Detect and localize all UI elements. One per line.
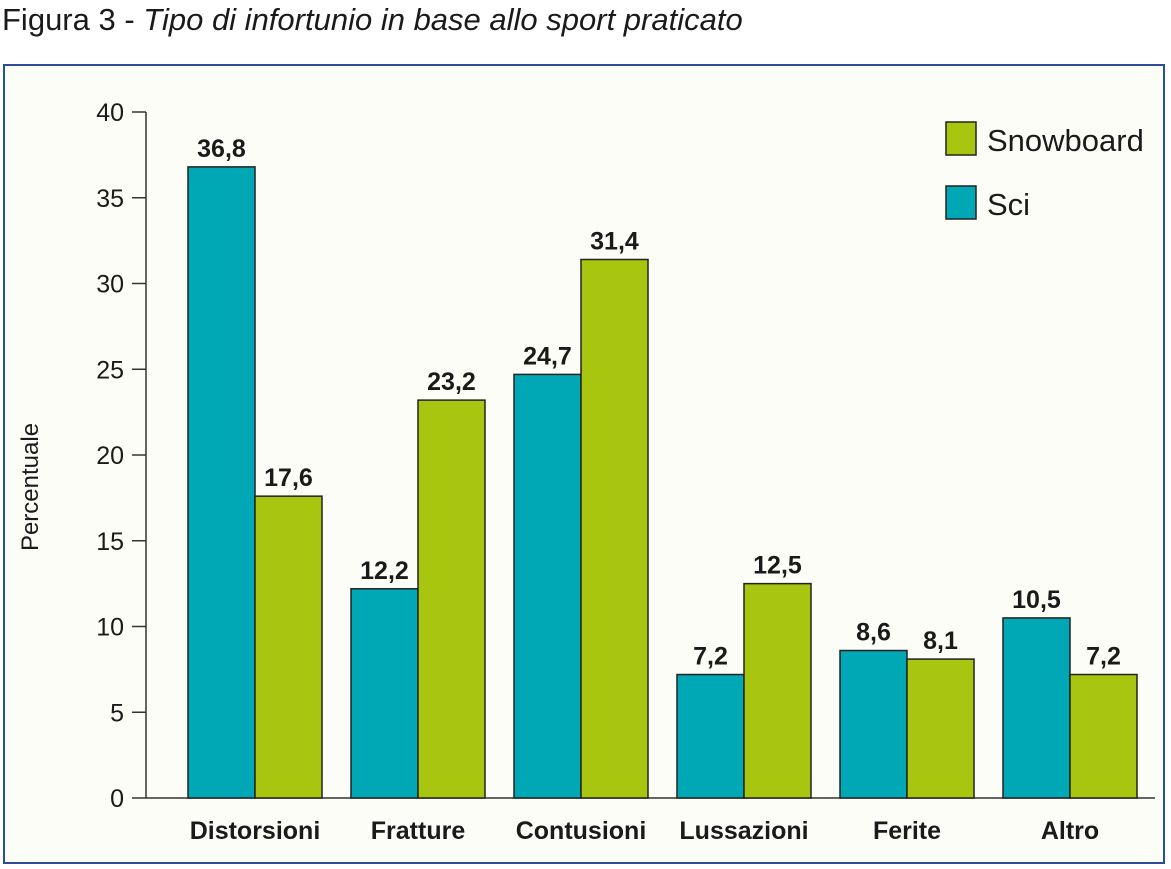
y-tick-label: 10: [96, 614, 124, 642]
figure-subtitle: Tipo di infortunio in base allo sport pr…: [143, 2, 743, 37]
bar-sci-lussazioni: [676, 673, 745, 799]
axes: 0 5 10 15 20 25 30 35 40 Percentuale Distorsioni Fr…: [17, 99, 1155, 845]
value-label-snowboard-lussazioni: 12,5: [753, 552, 802, 580]
x-tick-label-fratture: Fratture: [371, 817, 466, 845]
value-label-snowboard-contusioni: 31,4: [590, 227, 639, 255]
figure-label: Figura 3: [2, 2, 116, 37]
chart-frame: 0 5 10 15 20 25 30 35 40 Percentuale Distorsioni Fr…: [3, 64, 1165, 864]
bar-sci-contusioni: [513, 373, 582, 799]
value-label-sci-ferite: 8,6: [856, 619, 891, 647]
legend-label-sci: Sci: [987, 187, 1030, 222]
legend-swatch-sci: [945, 185, 977, 220]
bar-snowboard-distorsioni: [254, 495, 323, 799]
bar-snowboard-lussazioni: [743, 582, 812, 799]
y-tick-label: 30: [96, 271, 124, 299]
x-tick-label-distorsioni: Distorsioni: [190, 817, 321, 845]
value-label-sci-fratture: 12,2: [360, 557, 409, 585]
legend: Snowboard Sci: [945, 121, 1144, 222]
value-label-sci-altro: 10,5: [1012, 586, 1061, 614]
x-tick-label-ferite: Ferite: [873, 817, 941, 845]
value-label-sci-contusioni: 24,7: [523, 342, 572, 370]
bar-sci-altro: [1002, 617, 1071, 799]
value-label-snowboard-distorsioni: 17,6: [264, 464, 313, 492]
legend-label-snowboard: Snowboard: [987, 123, 1144, 158]
y-tick-label: 0: [110, 785, 124, 813]
value-labels: 36,8 17,6 12,2 23,2 24,7 31,4 7,2 12,5 8,6 8,1 10,…: [197, 135, 1121, 671]
bars: [187, 166, 1138, 799]
value-label-snowboard-altro: 7,2: [1086, 643, 1121, 671]
x-tick-label-altro: Altro: [1041, 817, 1099, 845]
x-tick-label-lussazioni: Lussazioni: [679, 817, 808, 845]
legend-swatch-snowboard: [945, 121, 977, 156]
bar-sci-distorsioni: [187, 166, 256, 799]
bar-snowboard-altro: [1069, 673, 1138, 799]
y-tick-label: 20: [96, 442, 124, 470]
y-axis-title: Percentuale: [17, 423, 44, 551]
bar-snowboard-ferite: [906, 658, 975, 799]
value-label-sci-lussazioni: 7,2: [693, 643, 728, 671]
bar-snowboard-fratture: [417, 399, 486, 799]
bar-snowboard-contusioni: [580, 258, 649, 799]
bar-sci-fratture: [350, 588, 419, 799]
bar-sci-ferite: [839, 649, 908, 799]
value-label-sci-distorsioni: 36,8: [197, 135, 246, 163]
figure-title-separator: -: [115, 2, 144, 37]
y-tick-label: 5: [110, 699, 124, 727]
x-tick-label-contusioni: Contusioni: [516, 817, 647, 845]
figure-title: Figura 3 - Tipo di infortunio in base al…: [2, 0, 743, 44]
bar-chart: 0 5 10 15 20 25 30 35 40 Percentuale Distorsioni Fr…: [17, 99, 1155, 845]
y-tick-label: 15: [96, 528, 124, 556]
value-label-snowboard-ferite: 8,1: [923, 627, 958, 655]
y-tick-label: 40: [96, 99, 124, 127]
y-tick-label: 35: [96, 185, 124, 213]
y-tick-label: 25: [96, 356, 124, 384]
value-label-snowboard-fratture: 23,2: [427, 368, 476, 396]
